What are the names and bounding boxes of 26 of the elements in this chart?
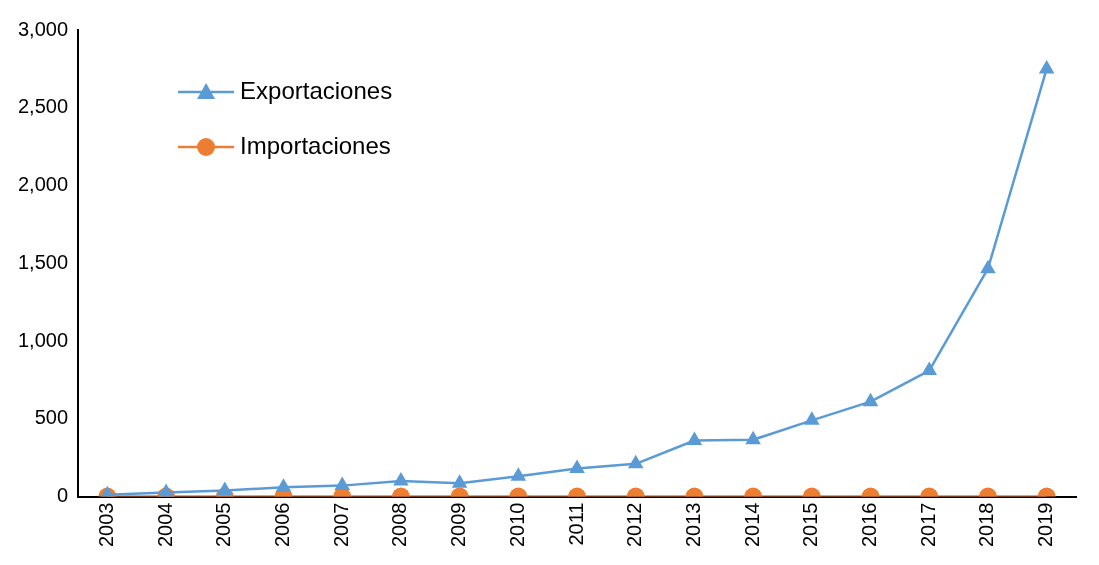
x-tick-label: 2019	[1034, 502, 1057, 548]
y-tick-label: 0	[56, 484, 69, 507]
x-tick-label: 2012	[623, 502, 646, 548]
legend-label: Exportaciones	[240, 76, 393, 104]
y-tick-label: 500	[34, 406, 69, 429]
x-tick-label: 2018	[975, 502, 998, 548]
x-tick-label: 2017	[916, 502, 939, 548]
x-tick-label: 2004	[153, 502, 176, 548]
x-tick-label: 2003	[94, 502, 117, 548]
y-tick-label: 1,500	[17, 250, 69, 273]
y-tick-label: 1,000	[17, 328, 69, 351]
x-tick-label: 2011	[564, 502, 587, 546]
x-tick-label: 2015	[799, 502, 822, 548]
y-tick-label: 2,500	[17, 95, 69, 118]
x-tick-label: 2013	[681, 502, 704, 548]
x-tick-label: 2010	[505, 502, 528, 548]
x-tick-label: 2008	[388, 502, 411, 548]
x-tick-label: 2007	[329, 502, 352, 548]
x-tick-label: 2005	[212, 502, 235, 548]
y-tick-label: 2,000	[17, 173, 69, 196]
x-tick-label: 2016	[858, 502, 881, 548]
x-tick-label: 2006	[271, 502, 294, 548]
x-tick-label: 2014	[740, 502, 763, 548]
x-tick-label: 2009	[447, 502, 470, 548]
legend-label: Importaciones	[240, 131, 391, 159]
y-tick-label: 3,000	[17, 17, 69, 40]
